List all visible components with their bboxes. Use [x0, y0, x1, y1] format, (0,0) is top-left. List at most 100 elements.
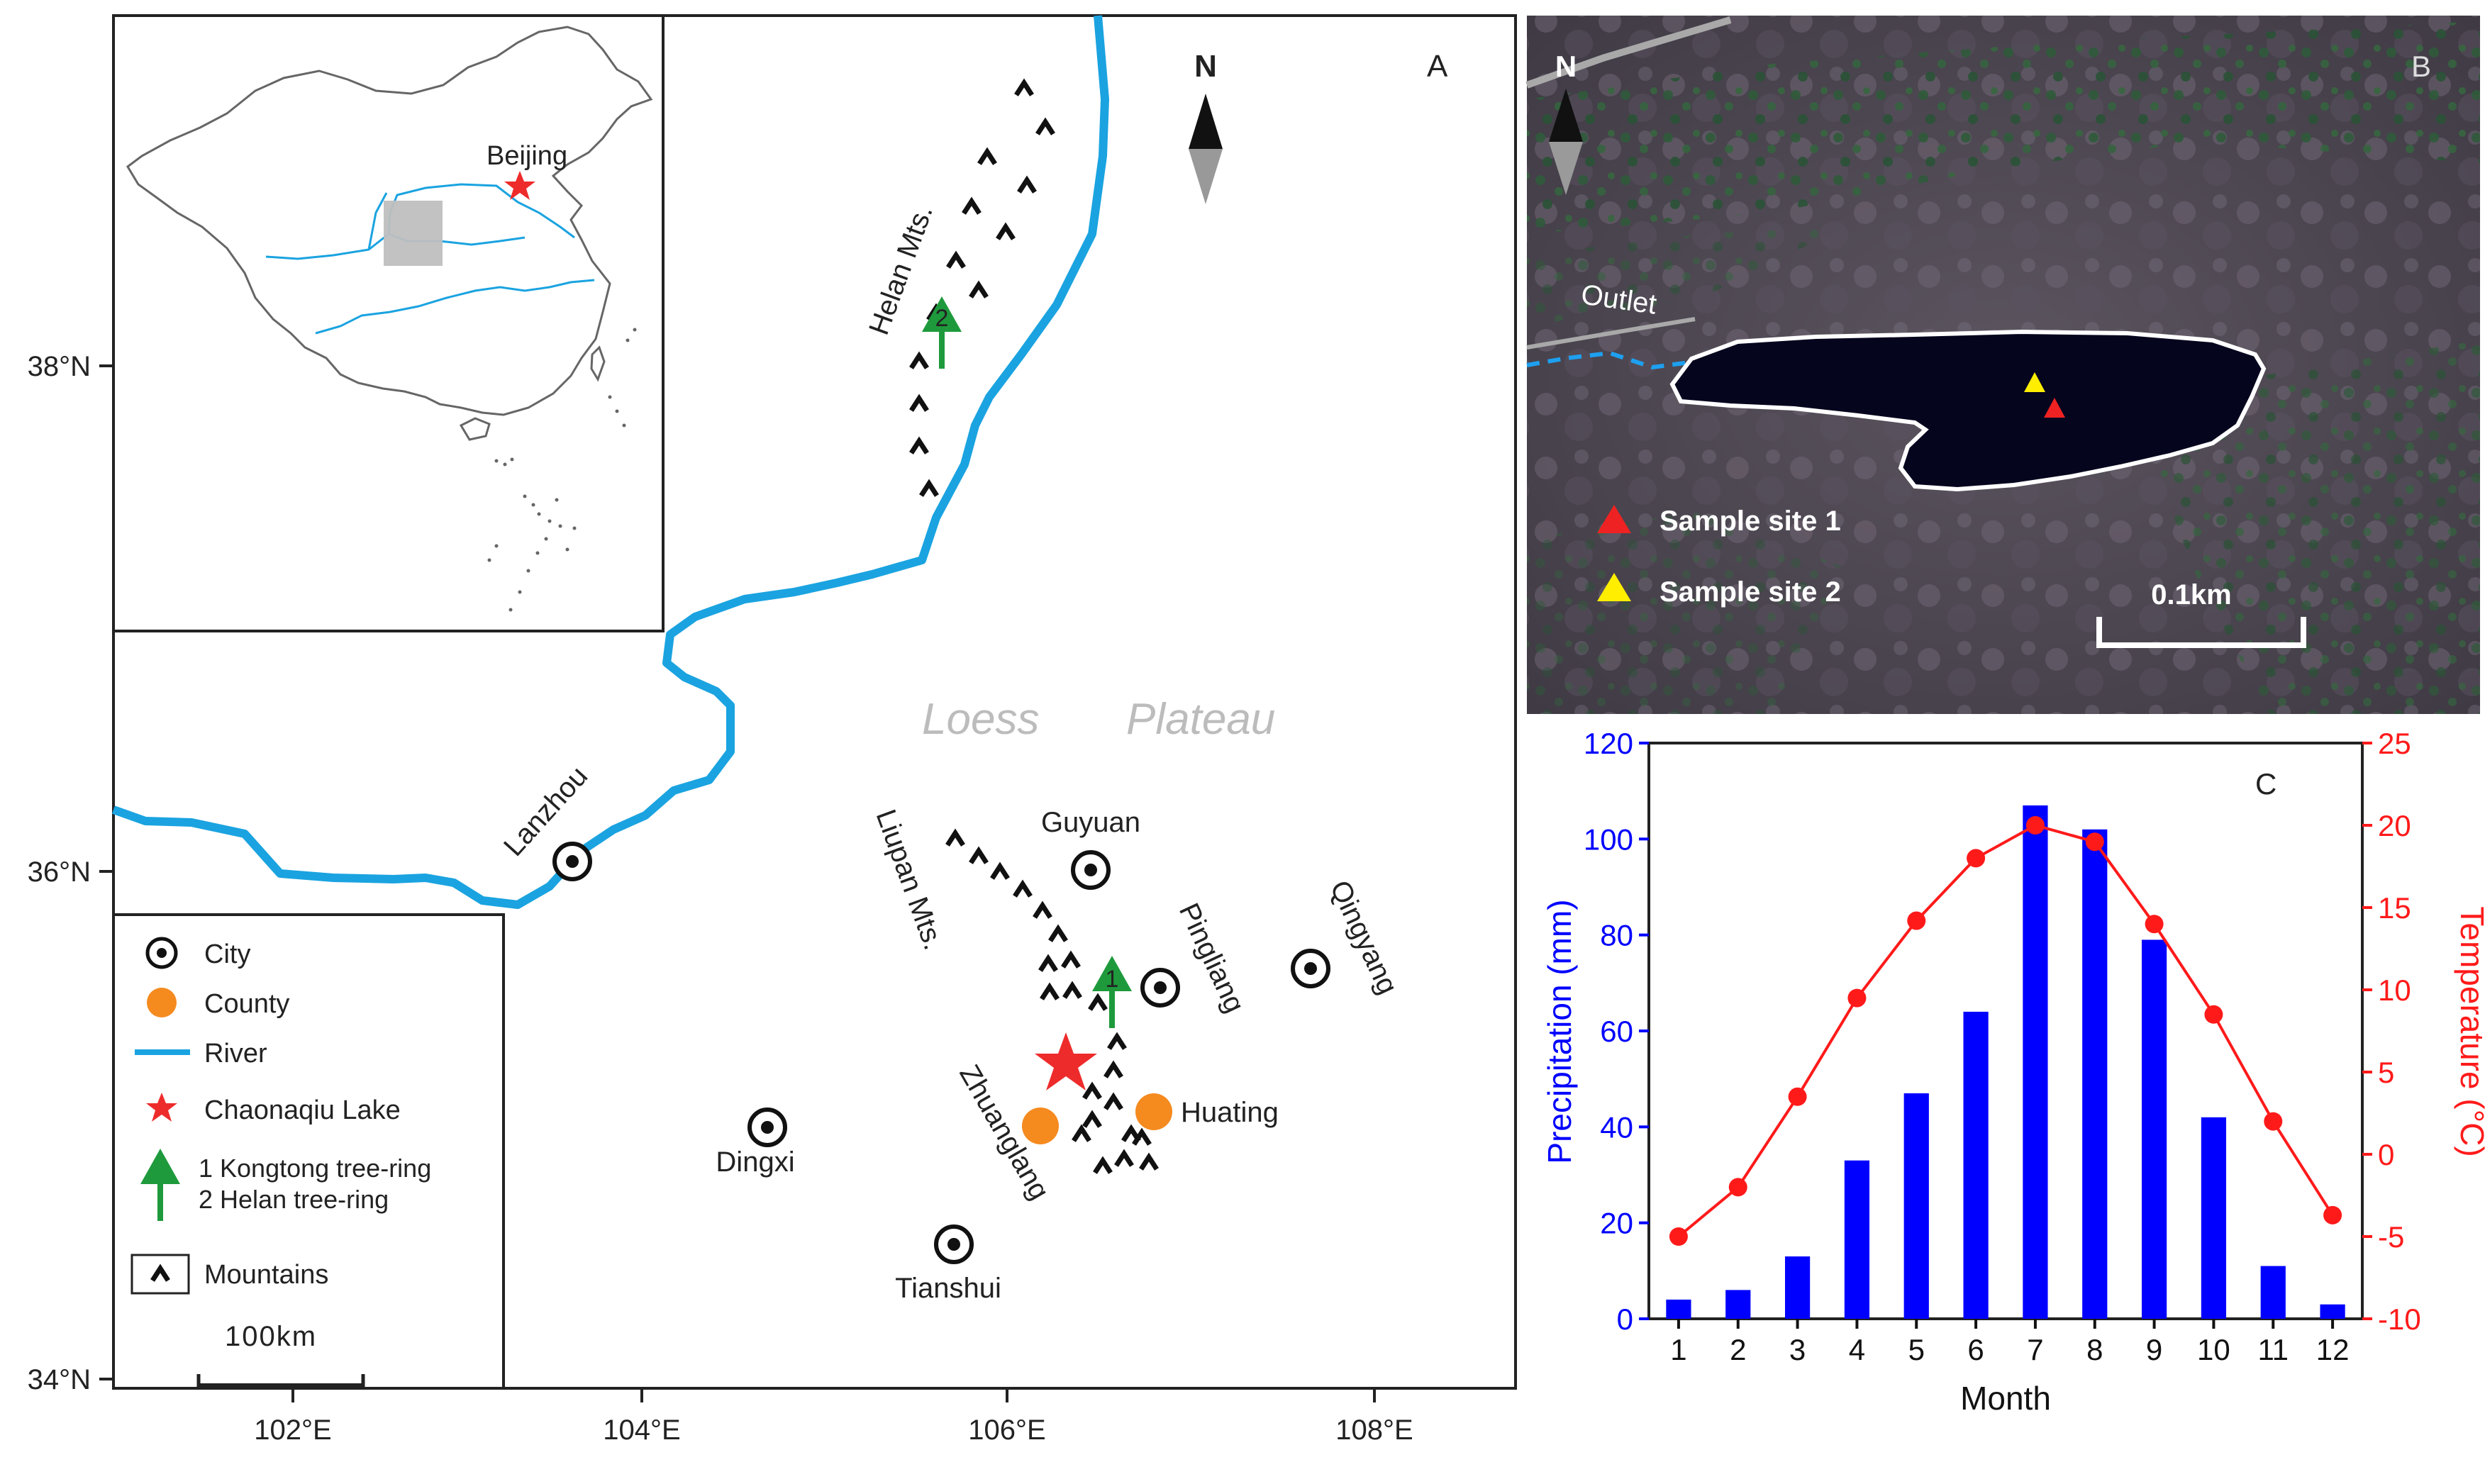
precipitation-bar [2023, 805, 2048, 1319]
panel-b-label: B [2411, 50, 2431, 83]
panel-c-label: C [2255, 767, 2276, 800]
inset-river-north [367, 192, 388, 250]
precipitation-bar [2201, 1117, 2227, 1319]
legend-scale: 100km [225, 1321, 317, 1352]
satellite-scale-label: 0.1km [2151, 579, 2231, 610]
tree-2-label: 2 [935, 305, 949, 332]
left-tick-label: 80 [1600, 919, 1633, 952]
lon-tick-label: 106°E [968, 1415, 1045, 1446]
right-tick-label: -5 [2378, 1220, 2404, 1254]
legend-river: River [204, 1039, 267, 1069]
temperature-point [1967, 849, 1986, 868]
temperature-point [1907, 911, 1926, 930]
precipitation-bar [2260, 1266, 2286, 1319]
plateau-label: Plateau [1126, 695, 1275, 744]
x-tick-label: 11 [2257, 1333, 2289, 1366]
right-tick-label: 10 [2378, 973, 2411, 1007]
hainan-island [459, 417, 491, 441]
left-tick-label: 40 [1600, 1110, 1633, 1144]
x-tick-label: 6 [1967, 1333, 1984, 1366]
huating-county-icon [1135, 1093, 1172, 1130]
precipitation-bar [1844, 1160, 1870, 1319]
temperature-point [2085, 832, 2104, 852]
left-tick-label: 60 [1600, 1015, 1633, 1048]
panel-a-map: Beijing 38°N 36 [28, 14, 1517, 1446]
tree-1-label: 1 [1106, 966, 1119, 993]
lat-tick-label: 34°N [28, 1364, 91, 1395]
x-axis-title: Month [1960, 1380, 2051, 1417]
sample-site-2-icon [2024, 372, 2045, 392]
precipitation-bar [2141, 939, 2167, 1319]
south-sea-islands [487, 328, 637, 612]
precipitation-bar [1784, 1256, 1811, 1319]
left-tick-label: 0 [1617, 1302, 1633, 1336]
map-legend: City County River Chaonaqiu Lake 1 Kongt… [112, 913, 505, 1390]
x-tick-label: 9 [2146, 1333, 2162, 1366]
temperature-point [2323, 1205, 2342, 1224]
guyuan-city-icon [1073, 852, 1108, 888]
satellite-scale-bar [2096, 617, 2306, 648]
x-tick-label: 12 [2316, 1333, 2350, 1366]
inset-china-map: Beijing [112, 14, 665, 632]
x-tick-label: 5 [1908, 1333, 1925, 1366]
lon-tick-label: 102°E [254, 1415, 331, 1446]
outlet-stream [1526, 350, 1696, 370]
qingyang-city-icon [1293, 951, 1328, 986]
lon-tick-label: 108°E [1335, 1415, 1413, 1446]
temperature-point [1728, 1178, 1747, 1197]
left-tick-label: 100 [1584, 822, 1633, 856]
lanzhou-city-icon [555, 844, 590, 879]
huating-label: Huating [1181, 1097, 1279, 1128]
right-tick-label: 20 [2378, 809, 2411, 842]
x-tick-label: 7 [2027, 1333, 2043, 1366]
beijing-star-icon [504, 171, 535, 200]
guyuan-label: Guyuan [1041, 807, 1140, 838]
sample-site-1-icon [2044, 398, 2065, 418]
lon-tick-label: 104°E [603, 1415, 680, 1446]
temperature-point [2025, 816, 2045, 835]
dingxi-label: Dingxi [716, 1147, 794, 1178]
satellite-north-label: N [1555, 50, 1577, 83]
temperature-point [1669, 1227, 1688, 1246]
satellite-north-arrow-icon [1549, 89, 1583, 195]
precipitation-bar [2082, 829, 2108, 1319]
temperature-point [2145, 915, 2164, 934]
chart-frame [1647, 742, 2364, 1320]
panel-b-satellite: Outlet Sample site 1 Sample site 2 0.1km… [1525, 16, 2480, 714]
precipitation-bar [1666, 1299, 1691, 1319]
right-tick-label: -10 [2378, 1302, 2421, 1336]
chaonaqiu-lake-star-icon [1035, 1032, 1097, 1090]
river-line [111, 15, 1109, 909]
study-area-box [384, 201, 443, 266]
temperature-point [1847, 988, 1867, 1008]
right-tick-label: 15 [2378, 891, 2411, 925]
loess-label: Loess [922, 695, 1039, 744]
left-axis-title: Precipitation (mm) [1541, 899, 1578, 1164]
x-tick-label: 3 [1789, 1333, 1806, 1366]
sample-site-2-label: Sample site 2 [1660, 576, 1841, 608]
temperature-point [2204, 1005, 2223, 1024]
chaonaqiu-lake-outline [1669, 329, 2267, 492]
x-tick-label: 2 [1730, 1333, 1746, 1366]
tianshui-city-icon [936, 1227, 972, 1262]
right-tick-label: 0 [2378, 1138, 2394, 1171]
sample-site-1-label: Sample site 1 [1660, 506, 1841, 537]
temperature-line [1677, 823, 2334, 1238]
right-tick-label: 25 [2378, 727, 2411, 760]
left-tick-label: 120 [1584, 727, 1633, 760]
legend-city: City [204, 939, 250, 969]
legend-tree1: 1 Kongtong tree-ring [199, 1154, 431, 1183]
inset-river-yellow [265, 183, 575, 260]
inset-river-yangtze [315, 279, 595, 335]
legend-tree2: 2 Helan tree-ring [199, 1185, 389, 1214]
right-tick-label: 5 [2378, 1056, 2394, 1089]
x-tick-label: 4 [1849, 1333, 1865, 1366]
lat-tick-label: 36°N [28, 857, 91, 888]
x-tick-label: 10 [2197, 1333, 2230, 1366]
temperature-point [1788, 1087, 1807, 1106]
lat-tick-label: 38°N [28, 351, 91, 382]
beijing-label: Beijing [487, 141, 567, 171]
precipitation-bar [1963, 1011, 1989, 1319]
precipitation-bar [1725, 1290, 1751, 1319]
panel-a-label: A [1427, 49, 1448, 84]
